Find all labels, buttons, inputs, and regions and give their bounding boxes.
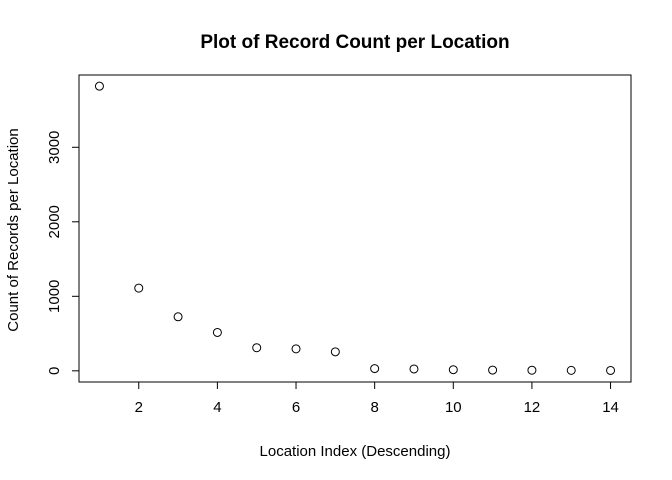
data-point <box>94 81 104 91</box>
y-tick-label: 2000 <box>46 205 63 238</box>
x-tick-label: 14 <box>602 399 619 416</box>
y-axis-label: Count of Records per Location <box>5 128 22 331</box>
data-point <box>488 365 498 375</box>
y-tick-label: 3000 <box>46 131 63 164</box>
x-tick-label: 12 <box>524 399 541 416</box>
data-points <box>94 81 616 375</box>
data-point <box>370 364 380 374</box>
data-point <box>212 327 222 337</box>
data-point <box>409 364 419 374</box>
data-point <box>291 344 301 354</box>
chart-title: Plot of Record Count per Location <box>200 32 509 53</box>
y-tick-label: 0 <box>46 367 63 375</box>
x-tick-label: 8 <box>370 399 378 416</box>
y-tick-label: 1000 <box>46 280 63 313</box>
data-point <box>134 283 144 293</box>
x-tick-label: 2 <box>135 399 143 416</box>
x-tick-label: 10 <box>445 399 462 416</box>
x-tick-label: 6 <box>292 399 300 416</box>
x-tick-label: 4 <box>213 399 221 416</box>
x-axis: 2 4 6 8 10 12 14 <box>135 381 619 416</box>
x-axis-label: Location Index (Descending) <box>260 443 451 460</box>
data-point <box>173 312 183 322</box>
data-point <box>448 365 458 375</box>
data-point <box>330 347 340 357</box>
y-axis: 0 1000 2000 3000 <box>46 131 80 375</box>
data-point <box>606 365 616 375</box>
data-point <box>527 365 537 375</box>
data-point <box>252 343 262 353</box>
data-point <box>566 365 576 375</box>
plot-frame <box>78 74 632 383</box>
